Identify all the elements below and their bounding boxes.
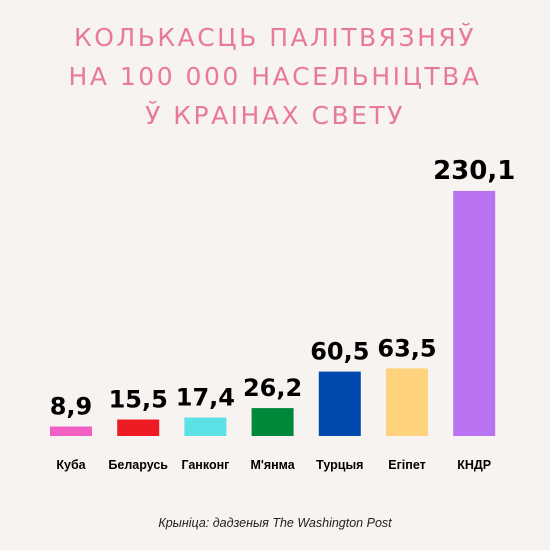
value-label-0: 8,9 (50, 393, 93, 421)
value-label-2: 17,4 (176, 384, 235, 412)
bar-3 (251, 408, 294, 436)
bar-4 (318, 371, 361, 436)
category-label-0: Куба (56, 458, 86, 472)
category-label-5: Егіпет (388, 458, 425, 472)
chart-title: КОЛЬКАСЦЬ ПАЛІТВЯЗНЯЎ НА 100 000 НАСЕЛЬН… (0, 18, 550, 135)
source-note: Крыніца: дадзеныя The Washington Post (158, 516, 392, 530)
bar-0 (50, 426, 92, 436)
bar-1 (117, 419, 160, 436)
value-label-6: 230,1 (433, 156, 515, 186)
value-label-4: 60,5 (310, 338, 369, 366)
title-line-1: КОЛЬКАСЦЬ ПАЛІТВЯЗНЯЎ (74, 23, 476, 52)
category-label-1: Беларусь (108, 458, 168, 472)
title-line-3: Ў КРАІНАХ СВЕТУ (145, 101, 405, 130)
category-label-6: КНДР (457, 458, 491, 472)
bar-2 (184, 417, 227, 436)
category-label-2: Ганконг (181, 458, 229, 472)
bar-6 (453, 190, 496, 436)
bar-5 (386, 368, 428, 436)
value-label-1: 15,5 (109, 386, 168, 414)
title-line-2: НА 100 000 НАСЕЛЬНІЦТВА (68, 62, 482, 91)
category-label-4: Турцыя (316, 458, 363, 472)
category-label-3: М'янма (250, 458, 295, 472)
value-label-5: 63,5 (377, 334, 436, 362)
value-label-3: 26,2 (243, 374, 302, 402)
